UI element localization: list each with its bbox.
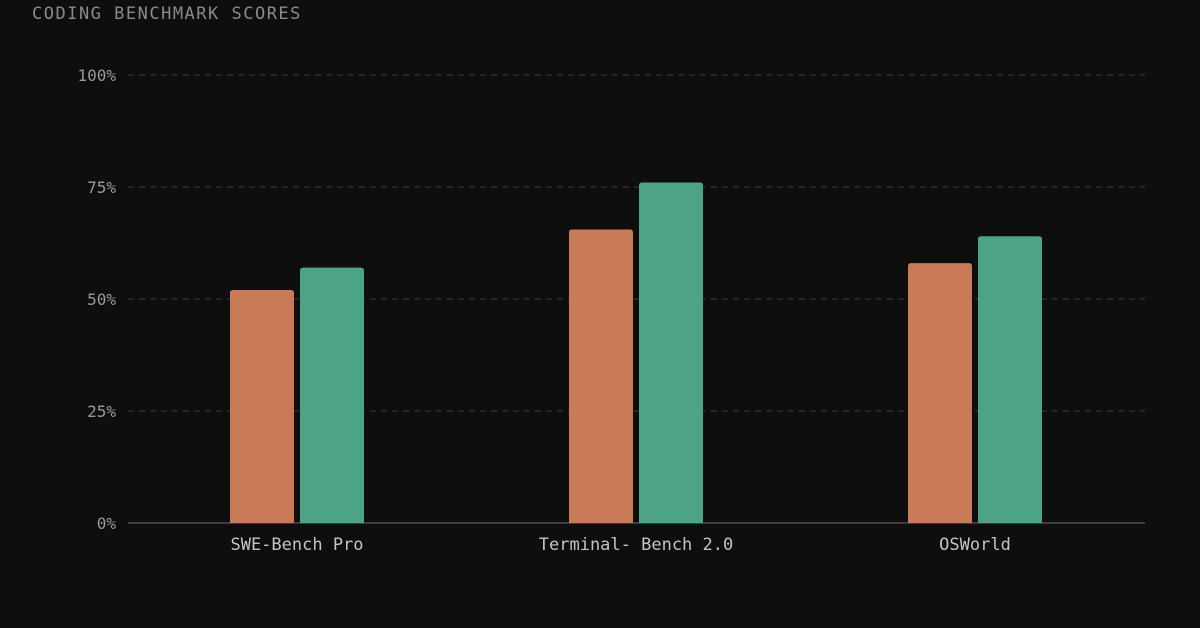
y-tick-label: 100% bbox=[77, 66, 116, 85]
bar bbox=[300, 267, 364, 523]
y-tick-label: 75% bbox=[87, 178, 116, 197]
bar bbox=[569, 229, 633, 523]
bar bbox=[978, 236, 1042, 523]
y-tick-label: 50% bbox=[87, 290, 116, 309]
x-category-label: OSWorld bbox=[939, 535, 1011, 555]
bar bbox=[908, 263, 972, 523]
x-category-label: SWE-Bench Pro bbox=[230, 535, 363, 555]
bar bbox=[230, 290, 294, 523]
chart-title: CODING BENCHMARK SCORES bbox=[32, 4, 302, 24]
y-tick-label: 25% bbox=[87, 402, 116, 421]
x-category-label: Terminal- Bench 2.0 bbox=[539, 535, 733, 555]
y-tick-label: 0% bbox=[97, 514, 117, 533]
bar bbox=[639, 182, 703, 523]
